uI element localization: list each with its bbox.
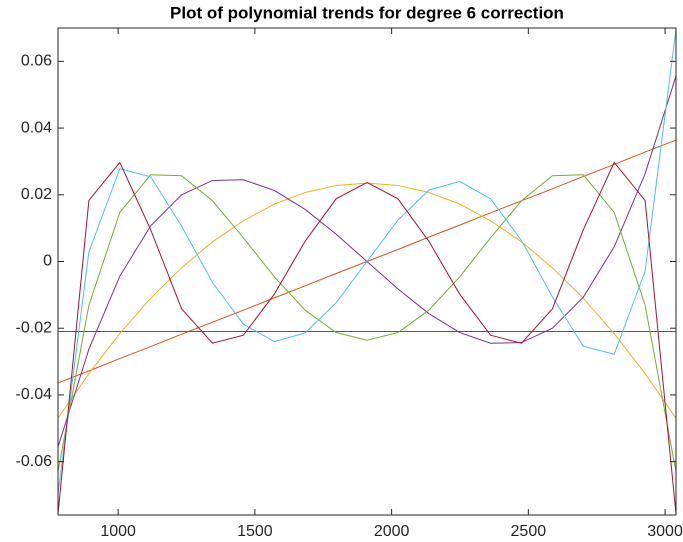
- x-tick-label: 1500: [237, 523, 273, 540]
- x-tick-label: 2000: [374, 523, 410, 540]
- x-tick-label: 1000: [100, 523, 136, 540]
- series-line: [58, 29, 676, 494]
- plot-area: [58, 29, 676, 515]
- y-tick-label: -0.06: [16, 453, 53, 470]
- y-tick-label: 0.04: [21, 119, 52, 136]
- y-tick-label: 0.06: [21, 53, 52, 70]
- series-line: [58, 182, 676, 419]
- series-line: [58, 174, 676, 472]
- y-tick-label: 0.02: [21, 186, 52, 203]
- axes-box: [57, 27, 677, 516]
- x-tick-label: 3000: [647, 523, 683, 540]
- y-tick-label: 0: [43, 253, 52, 270]
- series-line: [58, 161, 676, 515]
- chart-title: Plot of polynomial trends for degree 6 c…: [170, 3, 564, 22]
- x-tick-label: 2500: [511, 523, 547, 540]
- y-tick-label: -0.02: [16, 319, 53, 336]
- y-tick-label: -0.04: [16, 386, 53, 403]
